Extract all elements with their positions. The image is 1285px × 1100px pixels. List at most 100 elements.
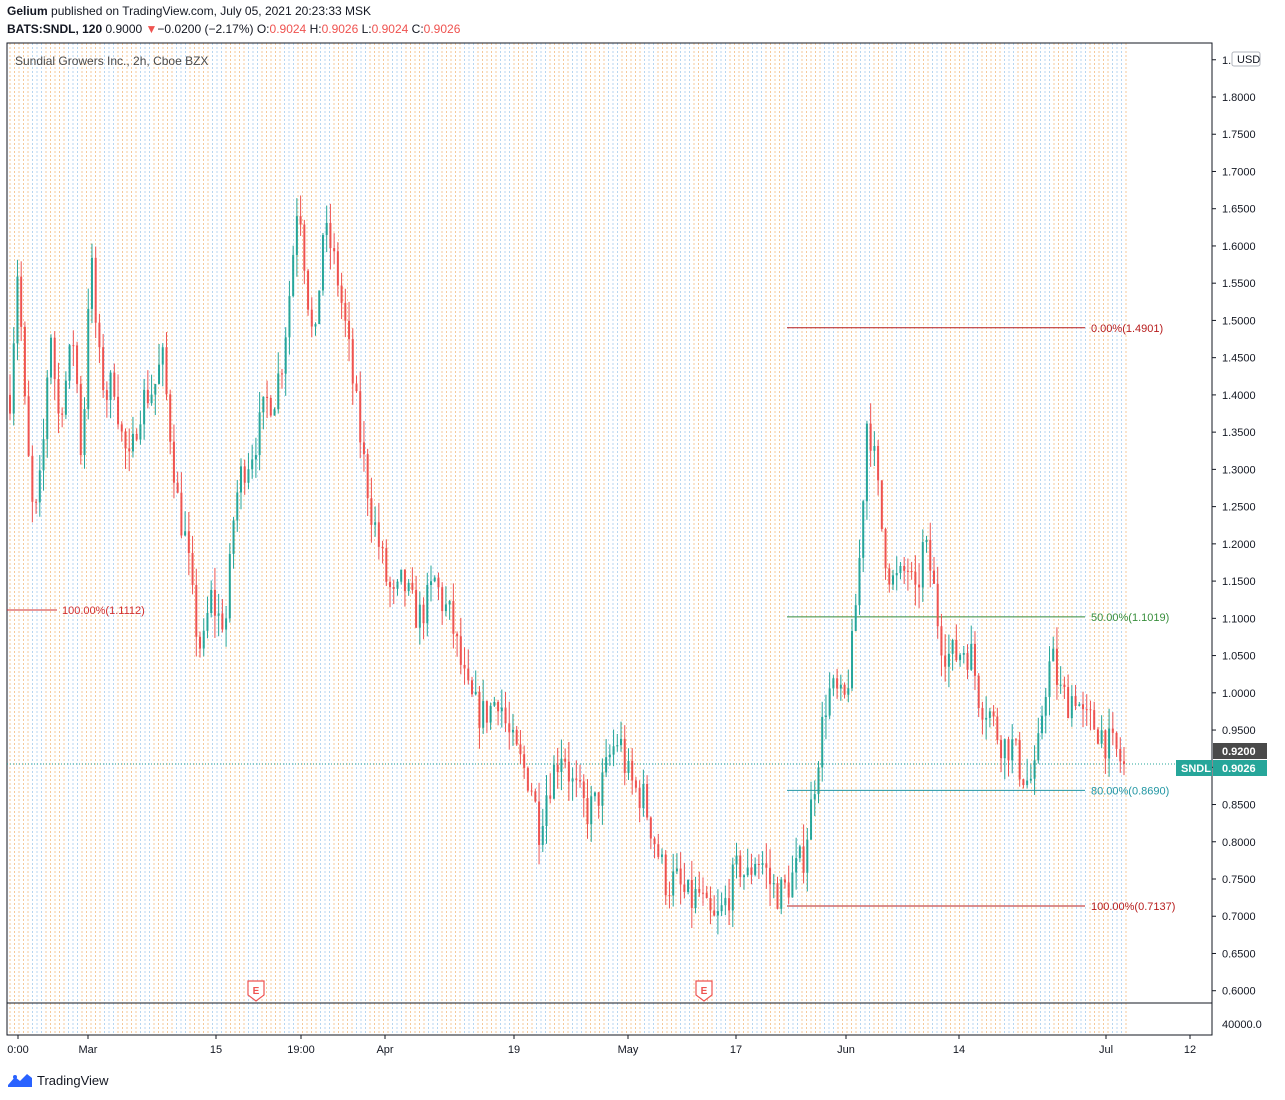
time-axis: 0:00 Mar 15 19:00 Apr 19 May 17 Jun 14 Jul 12	[7, 1035, 1196, 1056]
candle-body	[493, 701, 496, 706]
candle-body	[1115, 732, 1118, 749]
candle-body	[102, 347, 105, 391]
y-tick-label: 0.6000	[1222, 986, 1256, 998]
candle-body	[634, 780, 637, 788]
y-tick-label: 1.7000	[1222, 166, 1256, 178]
y-tick-label: 0.7500	[1222, 874, 1256, 886]
candle-body	[724, 898, 727, 906]
candle-body	[720, 905, 723, 912]
candle-body	[884, 528, 887, 569]
candle-body	[433, 577, 436, 582]
candle-body	[90, 257, 93, 309]
price-axis: 1.85001.80001.75001.70001.65001.60001.55…	[1176, 51, 1267, 1031]
candle-body	[1067, 686, 1070, 719]
candle-body	[27, 396, 30, 456]
candle-body	[199, 636, 202, 649]
candle-body	[366, 454, 369, 499]
candle-body	[783, 879, 786, 883]
candle-body	[631, 760, 634, 781]
candle-body	[988, 711, 991, 718]
x-tick-label: 19	[508, 1044, 520, 1056]
candle-body	[713, 910, 716, 916]
candle-body	[426, 584, 429, 624]
currency-badge[interactable]	[1231, 51, 1261, 67]
candle-body	[571, 778, 574, 782]
earnings-marker[interactable]	[695, 980, 713, 1002]
candle-body	[821, 716, 824, 768]
candle-body	[932, 570, 935, 584]
candle-body	[843, 684, 846, 695]
y-tick-label: 0.9500	[1222, 725, 1256, 737]
candle-body	[374, 522, 377, 525]
candle-body	[1104, 730, 1107, 759]
candle-body	[117, 396, 120, 425]
candle-body	[400, 569, 403, 582]
candle-body	[918, 584, 921, 588]
candle-body	[247, 469, 250, 483]
candle-body	[951, 640, 954, 654]
candle-body	[1070, 696, 1073, 719]
candle-body	[806, 839, 809, 873]
candle-body	[791, 872, 794, 898]
candle-body	[225, 618, 228, 630]
candle-body	[236, 492, 239, 521]
candle-body	[899, 565, 902, 574]
candle-body	[1037, 733, 1040, 761]
candle-body	[1055, 648, 1058, 685]
candle-body	[381, 546, 384, 549]
candle-body	[519, 744, 522, 755]
candle-body	[679, 868, 682, 885]
candle-body	[1078, 704, 1081, 706]
candle-body	[672, 871, 675, 896]
candle-body	[333, 248, 336, 252]
candle-body	[892, 575, 895, 585]
candle-body	[854, 605, 857, 631]
candle-body	[530, 790, 533, 792]
candle-body	[701, 892, 704, 894]
candle-body	[832, 678, 835, 689]
candle-body	[642, 784, 645, 809]
candle-body	[243, 466, 246, 483]
candle-body	[139, 424, 142, 440]
candle-body	[847, 688, 850, 695]
candle-body	[1059, 684, 1062, 686]
candle-body	[310, 309, 313, 327]
candle-body	[1033, 760, 1036, 779]
candle-body	[925, 539, 928, 543]
candle-body	[437, 577, 440, 588]
tradingview-branding[interactable]: TradingView	[7, 1072, 109, 1088]
currency-label: USD	[1237, 54, 1260, 66]
candle-body	[552, 764, 555, 799]
y-tick-label: 1.4500	[1222, 353, 1256, 365]
close-label: C:	[411, 22, 424, 36]
candle-body	[515, 729, 518, 745]
publisher-name[interactable]: Gelium	[7, 4, 48, 18]
candle-body	[966, 653, 969, 670]
candle-body	[877, 446, 880, 481]
candle-body	[470, 680, 473, 695]
candle-body	[161, 347, 164, 365]
candle-body	[873, 446, 876, 451]
high-label: H:	[309, 22, 322, 36]
candle-body	[489, 705, 492, 723]
candle-body	[441, 587, 444, 612]
candle-body	[556, 764, 559, 772]
candle-body	[1014, 739, 1017, 741]
candle-body	[560, 758, 563, 772]
candle-body	[269, 398, 272, 416]
prev-close-label: 0.9200	[1222, 746, 1256, 758]
candle-body	[1026, 780, 1029, 786]
candle-body	[914, 571, 917, 585]
candle-body	[694, 889, 697, 908]
candle-body	[1123, 761, 1125, 764]
candle-body	[206, 612, 209, 631]
candle-body	[154, 383, 157, 395]
price-chart[interactable]: Sundial Growers Inc., 2h, Cboe BZX 100.0…	[0, 40, 1285, 1070]
candle-body	[94, 257, 97, 323]
candle-body	[810, 799, 813, 840]
candle-body	[1093, 710, 1096, 730]
candle-body	[921, 542, 924, 588]
earnings-marker[interactable]	[247, 980, 265, 1002]
candle-body	[765, 863, 768, 868]
candle-body	[1041, 715, 1044, 734]
